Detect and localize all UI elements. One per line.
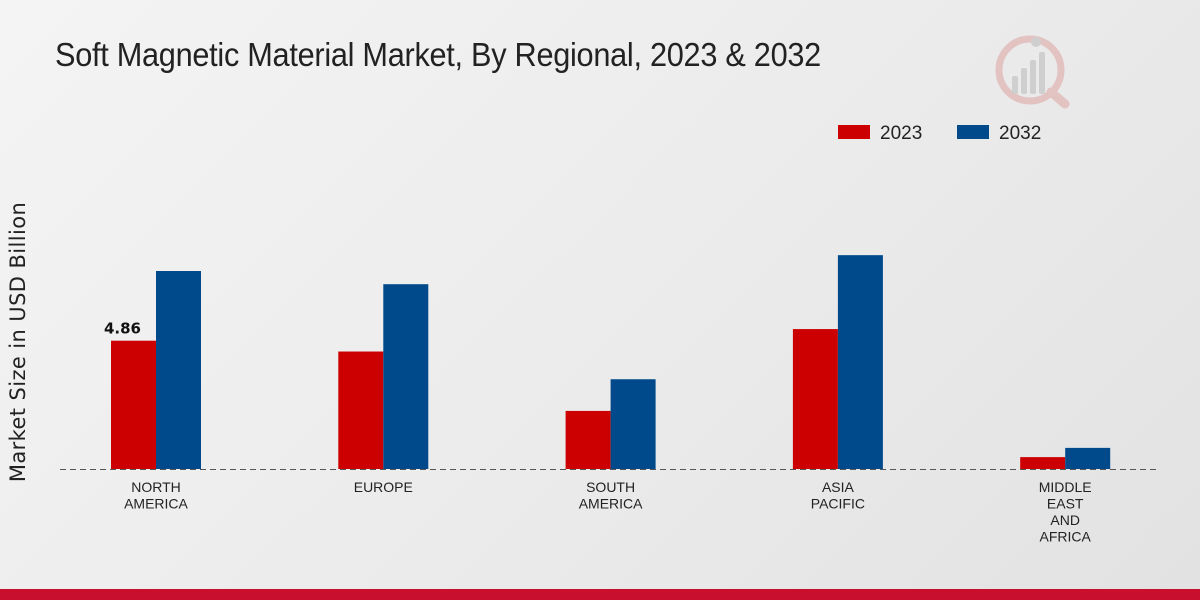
bar-2023-asia-pacific	[792, 329, 838, 469]
watermark-logo-icon	[995, 35, 1070, 109]
bar-2023-europe	[338, 351, 384, 469]
legend-swatch-2023	[838, 125, 870, 139]
bar-2032-asia-pacific	[837, 255, 883, 469]
bar-2032-north-america	[156, 271, 201, 469]
bar-2023-south-america	[565, 410, 611, 469]
x-tick-label: ASIA PACIFIC	[811, 479, 865, 512]
x-tick-labels: NORTH AMERICA EUROPE SOUTH AMERICA ASIA PACIFI…	[124, 479, 1092, 545]
bar-2032-europe	[383, 284, 429, 469]
data-label: 4.86	[104, 320, 141, 338]
legend-label-2023: 2023	[880, 123, 922, 144]
x-tick-label: SOUTH AMERICA	[579, 479, 643, 512]
bars	[111, 255, 1111, 469]
bar-2032-south-america	[610, 379, 656, 469]
chart-title: Soft Magnetic Material Market, By Region…	[55, 36, 821, 73]
bar-2023-middle-east-and-africa	[1020, 457, 1066, 469]
bar-2023-north-america	[111, 340, 156, 469]
x-tick-label: MIDDLE EAST AND AFRICA	[1039, 479, 1092, 545]
bar-2032-middle-east-and-africa	[1065, 447, 1111, 469]
x-tick-label: NORTH AMERICA	[124, 479, 188, 512]
x-tick-label: EUROPE	[354, 479, 413, 495]
legend-swatch-2032	[957, 125, 989, 139]
data-labels: 4.86	[104, 320, 141, 338]
bottom-accent-bar	[0, 589, 1200, 600]
legend: 2023 2032	[838, 123, 1041, 144]
legend-label-2032: 2032	[999, 123, 1041, 144]
